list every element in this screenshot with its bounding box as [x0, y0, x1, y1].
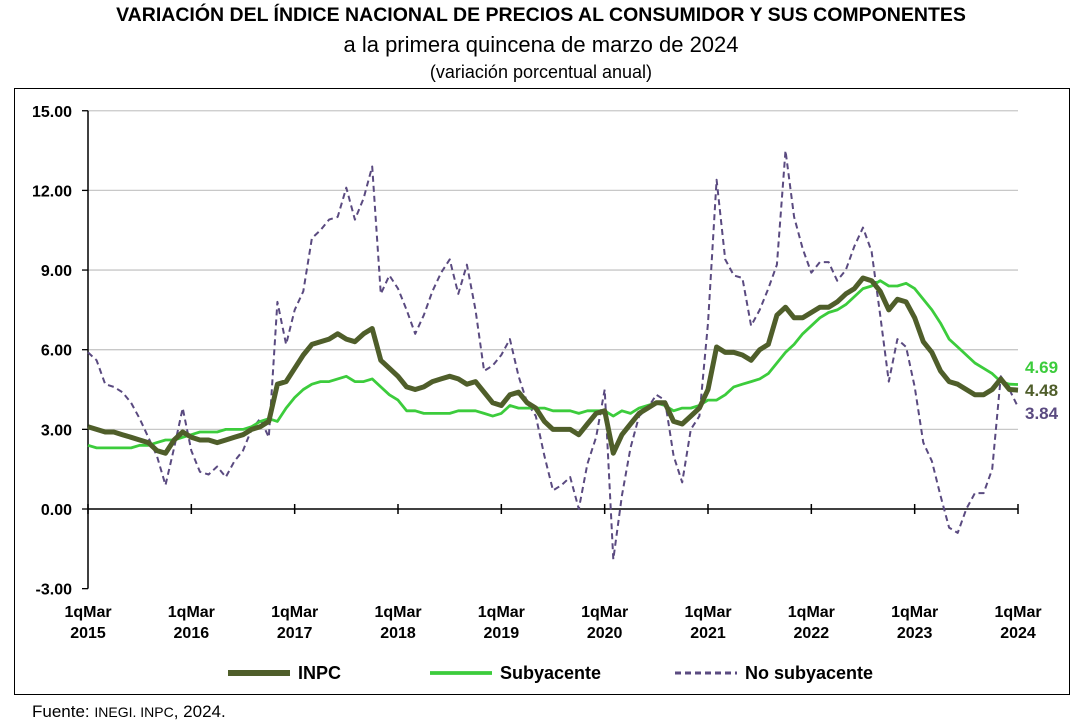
last-value-label: 4.48: [1025, 381, 1058, 400]
x-tick-label-year: 2018: [380, 625, 416, 642]
x-tick-label: 1qMar: [478, 604, 525, 621]
series-line-no-subyacente: [87, 149, 1019, 561]
x-tick-label-year: 2016: [174, 625, 210, 642]
x-tick-label-year: 2021: [690, 625, 726, 642]
source-year: , 2024.: [173, 702, 226, 721]
x-tick-label: 1qMar: [374, 604, 421, 621]
x-tick-label-year: 2019: [484, 625, 520, 642]
x-tick-label: 1qMar: [891, 604, 938, 621]
x-tick-label: 1qMar: [271, 604, 318, 621]
series-line-subyacente: [87, 279, 1019, 450]
chart-subtitle: a la primera quincena de marzo de 2024: [343, 32, 739, 57]
y-tick-label: 3.00: [41, 422, 72, 439]
x-tick-label: 1qMar: [684, 604, 731, 621]
source-org: INEGI. INPC: [94, 704, 174, 720]
chart-subtitle-units: (variación porcentual anual): [429, 62, 653, 82]
legend-label: Subyacente: [500, 663, 601, 683]
last-value-label: 3.84: [1025, 404, 1059, 423]
x-tick-label-year: 2020: [587, 625, 623, 642]
series-line-inpc: [87, 275, 1019, 456]
x-tick-label: 1qMar: [64, 604, 111, 621]
source-note: Fuente: INEGI. INPC, 2024.: [32, 702, 226, 722]
y-tick-label: 0.00: [41, 502, 72, 519]
x-tick-label: 1qMar: [994, 604, 1041, 621]
x-tick-label-year: 2023: [897, 625, 933, 642]
x-tick-label-year: 2022: [794, 625, 830, 642]
source-label: Fuente:: [32, 702, 95, 721]
x-tick-label-year: 2017: [277, 625, 313, 642]
legend-label: INPC: [298, 663, 341, 683]
y-tick-label: 12.00: [32, 183, 72, 200]
x-tick-label-year: 2024: [1000, 625, 1036, 642]
x-tick-label: 1qMar: [168, 604, 215, 621]
legend-label: No subyacente: [745, 663, 873, 683]
y-tick-label: 9.00: [41, 263, 72, 280]
x-tick-label-year: 2015: [70, 625, 106, 642]
chart-frame: [14, 88, 1070, 695]
chart-title: VARIACIÓN DEL ÍNDICE NACIONAL DE PRECIOS…: [116, 4, 966, 26]
y-tick-label: -3.00: [36, 582, 73, 599]
y-tick-label: 15.00: [32, 104, 72, 121]
x-tick-label: 1qMar: [581, 604, 628, 621]
x-tick-label: 1qMar: [788, 604, 835, 621]
y-tick-label: 6.00: [41, 343, 72, 360]
last-value-label: 4.69: [1025, 358, 1058, 377]
